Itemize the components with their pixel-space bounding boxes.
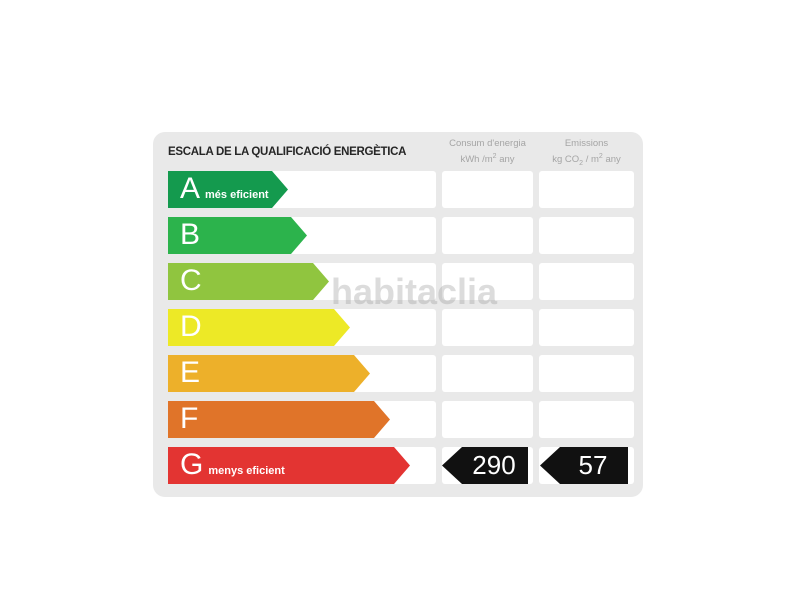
rating-letter-g: G [180,448,204,481]
rating-letter-d: D [180,310,202,343]
rating-bar-c: C [168,263,329,300]
consum-value-arrow: 290 [442,447,528,484]
rating-a-emissions-cell [539,171,634,208]
emissions-value-arrow: 57 [540,447,628,484]
energy-certificate-card: ESCALA DE LA QUALIFICACIÓ ENERGÈTICA Con… [153,132,643,497]
rating-row-b: B [153,217,643,254]
rating-row-g: G menys eficient 290 57 [153,447,643,484]
rating-letter-c: C [180,264,202,297]
consum-value: 290 [472,450,516,480]
rating-f-consum-cell [442,401,533,438]
emissions-header-unit: kg CO2 / m2 any [552,153,621,168]
rating-c-emissions-cell [539,263,634,300]
rating-row-e: E [153,355,643,392]
emissions-header-title: Emissions [564,138,609,149]
rating-letter-a: A [180,172,201,205]
rating-bar-a: A més eficient [168,171,288,208]
rating-letter-e: E [180,356,201,389]
emissions-column-header: Emissions kg CO2 / m2 any [539,137,634,170]
rating-b-consum-cell [442,217,533,254]
certificate-title: ESCALA DE LA QUALIFICACIÓ ENERGÈTICA [168,146,407,158]
rating-row-d: D [153,309,643,346]
consum-header-title: Consum d'energia [449,138,526,149]
rating-row-a: A més eficient [153,171,643,208]
habitaclia-watermark: habitaclia [331,271,498,312]
rating-b-emissions-cell [539,217,634,254]
rating-bar-b: B [168,217,307,254]
rating-d-consum-cell [442,309,533,346]
rating-a-consum-cell [442,171,533,208]
rating-label-a: més eficient [205,189,269,201]
rating-label-g: menys eficient [208,465,285,477]
rating-c-consum-cell [442,263,533,300]
consum-column-header: Consum d'energia kWh /m2 any [442,137,533,166]
rating-row-f: F [153,401,643,438]
rating-bar-e: E [168,355,370,392]
rating-row-c: C [153,263,643,300]
rating-letter-f: F [180,402,199,435]
rating-e-consum-cell [442,355,533,392]
rating-d-emissions-cell [539,309,634,346]
rating-bar-f: F [168,401,390,438]
emissions-value: 57 [578,450,608,480]
rating-letter-b: B [180,218,201,251]
rating-bar-d: D [168,309,350,346]
rating-bar-g: G menys eficient [168,447,410,484]
rating-f-emissions-cell [539,401,634,438]
rating-e-emissions-cell [539,355,634,392]
consum-header-unit: kWh /m2 any [460,153,515,166]
